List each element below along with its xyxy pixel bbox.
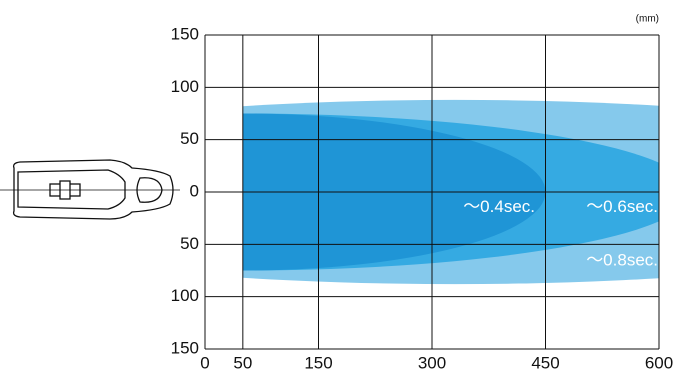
zone-label: ～0.6sec. bbox=[586, 197, 658, 216]
y-tick-label: 0 bbox=[190, 181, 199, 200]
scanner-icon bbox=[0, 159, 180, 220]
y-tick-label: 50 bbox=[180, 234, 199, 253]
x-tick-label: 300 bbox=[418, 353, 446, 372]
x-tick-label: 450 bbox=[531, 353, 559, 372]
x-tick-label: 0 bbox=[200, 353, 209, 372]
y-tick-label: 150 bbox=[171, 24, 199, 43]
unit-label: (mm) bbox=[636, 14, 659, 25]
x-tick-label: 50 bbox=[233, 353, 252, 372]
y-tick-label: 150 bbox=[171, 338, 199, 357]
zone-label: ～0.4sec. bbox=[463, 197, 535, 216]
labels: ～0.8sec. ～0.6sec. ～0.4sec. bbox=[463, 197, 658, 269]
x-tick-label: 150 bbox=[304, 353, 332, 372]
y-tick-label: 50 bbox=[180, 129, 199, 148]
y-tick-label: 100 bbox=[171, 77, 199, 96]
zone-label: ～0.8sec. bbox=[586, 251, 658, 270]
grid bbox=[204, 34, 660, 350]
x-tick-label: 600 bbox=[645, 353, 673, 372]
y-tick-label: 100 bbox=[171, 286, 199, 305]
